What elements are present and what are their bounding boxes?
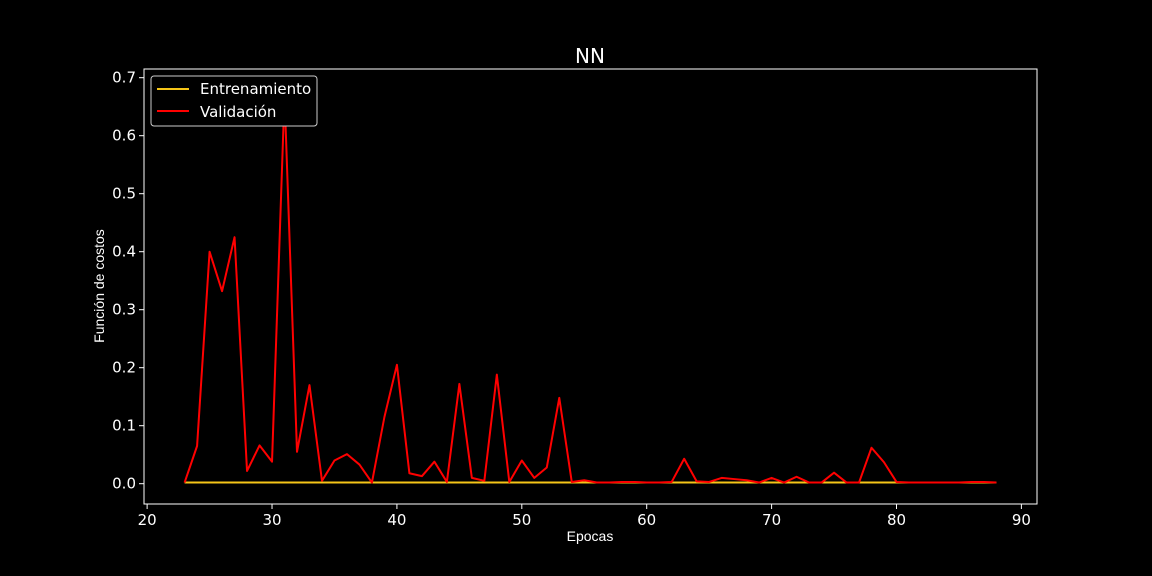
x-tick-label: 60 <box>637 511 656 529</box>
y-tick-label: 0.5 <box>112 185 136 203</box>
y-axis: 0.0 0.1 0.2 0.3 0.4 0.5 0.6 0.7 <box>112 69 144 493</box>
legend: Entrenamiento Validación <box>150 75 318 127</box>
chart-title: NN <box>575 44 605 68</box>
plot-area <box>143 68 1038 505</box>
x-axis: 20 30 40 50 60 70 80 90 <box>138 504 1031 529</box>
x-tick-label: 30 <box>262 511 281 529</box>
x-tick-label: 20 <box>138 511 157 529</box>
x-tick-label: 90 <box>1012 511 1031 529</box>
legend-label-entrenamiento: Entrenamiento <box>200 80 311 98</box>
y-tick-label: 0.0 <box>112 475 136 493</box>
x-tick-label: 70 <box>762 511 781 529</box>
y-tick-label: 0.6 <box>112 127 136 145</box>
y-tick-label: 0.7 <box>112 69 136 87</box>
x-tick-label: 80 <box>887 511 906 529</box>
legend-box <box>150 75 318 127</box>
x-tick-label: 40 <box>387 511 406 529</box>
series-lines <box>183 94 997 484</box>
x-axis-label: Epocas <box>567 528 614 544</box>
x-tick-label: 50 <box>512 511 531 529</box>
y-tick-label: 0.1 <box>112 417 136 435</box>
y-tick-label: 0.2 <box>112 359 136 377</box>
plot-frame <box>143 68 1038 505</box>
y-axis-label: Función de costos <box>91 229 107 343</box>
y-tick-label: 0.4 <box>112 243 136 261</box>
y-tick-label: 0.3 <box>112 301 136 319</box>
series-line-validacion <box>183 94 997 484</box>
legend-label-validacion: Validación <box>200 103 276 121</box>
